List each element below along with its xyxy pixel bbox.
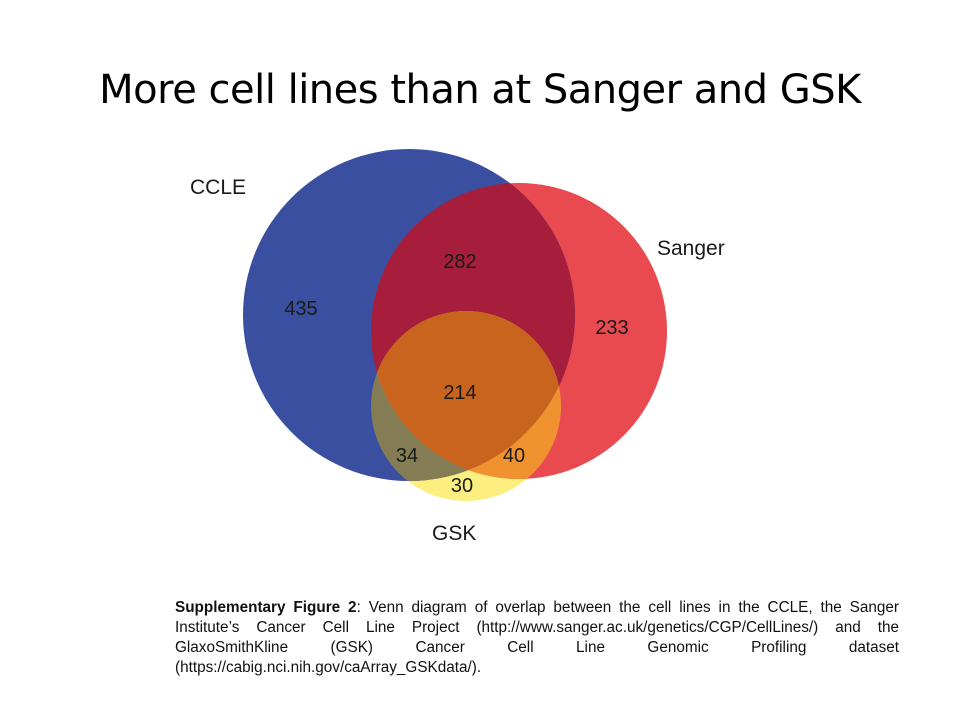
set-label-ccle: CCLE (190, 176, 246, 199)
set-label-gsk: GSK (432, 522, 476, 545)
count-sanger-gsk: 40 (503, 445, 525, 467)
count-all-three: 214 (443, 382, 476, 404)
count-ccle-only: 435 (284, 298, 317, 320)
count-sanger-only: 233 (595, 317, 628, 339)
slide-title: More cell lines than at Sanger and GSK (99, 67, 861, 113)
figure-caption: Supplementary Figure 2: Venn diagram of … (175, 598, 899, 678)
set-label-sanger: Sanger (657, 237, 725, 260)
count-ccle-gsk: 34 (396, 445, 418, 467)
caption-text: : Venn diagram of overlap between the ce… (175, 599, 899, 676)
count-gsk-only: 30 (451, 475, 473, 497)
count-ccle-sanger: 282 (443, 251, 476, 273)
caption-lead: Supplementary Figure 2 (175, 599, 357, 616)
